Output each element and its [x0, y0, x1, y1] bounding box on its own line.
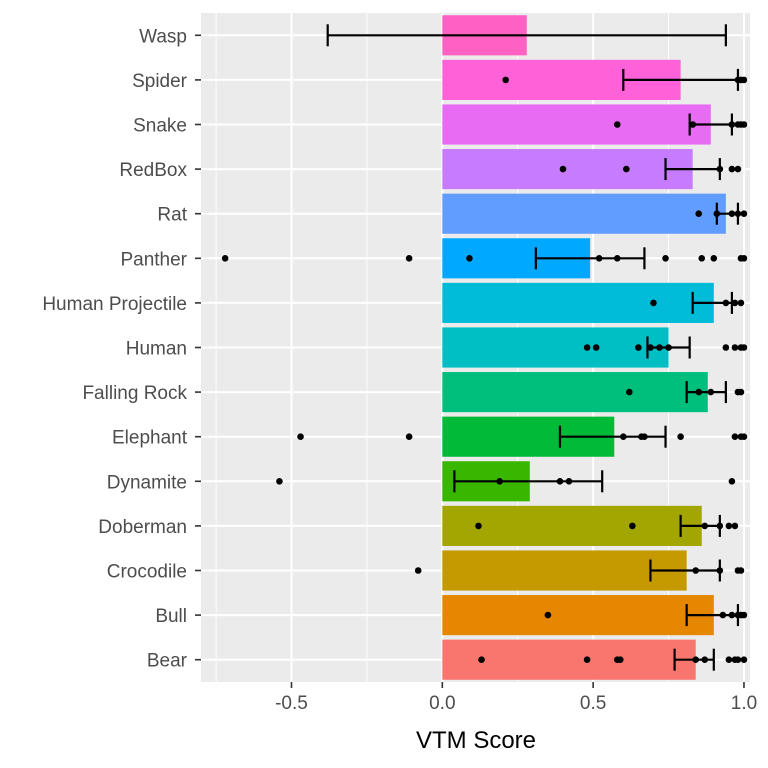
data-point [583, 344, 591, 351]
data-point [478, 656, 485, 663]
data-point [544, 611, 552, 619]
data-point [728, 478, 736, 485]
data-point [731, 522, 739, 530]
y-tick-label: Rat [157, 205, 187, 226]
y-tick-label: Dynamite [107, 472, 187, 493]
data-point [740, 121, 748, 128]
data-point [677, 433, 684, 441]
data-point [740, 611, 748, 619]
data-point [698, 254, 706, 262]
data-point [662, 254, 669, 262]
data-point [737, 299, 745, 307]
data-point [559, 165, 567, 173]
data-points [221, 76, 748, 663]
data-point [695, 210, 703, 217]
data-point [725, 656, 733, 663]
y-tick-label: Bear [147, 651, 188, 672]
data-point [276, 478, 283, 485]
x-tick-label: 0.5 [580, 693, 606, 714]
y-tick-label: RedBox [119, 160, 187, 181]
bar-rat [442, 193, 726, 234]
data-point [740, 254, 748, 262]
data-point [626, 388, 633, 396]
data-point [583, 656, 591, 663]
bar-human-projectile [442, 282, 714, 323]
y-tick-label: Wasp [139, 26, 187, 47]
data-point [592, 344, 600, 351]
y-tick-label: Human [126, 339, 187, 360]
data-point [728, 165, 736, 173]
error-bars [326, 24, 740, 671]
bar-snake [442, 104, 711, 145]
y-tick-label: Doberman [98, 517, 187, 538]
y-tick-label: Falling Rock [82, 383, 187, 404]
y-axis: Wasp Spider Snake RedBox Rat Panther Human Pro… [42, 26, 201, 672]
bar-falling-rock [442, 372, 708, 413]
data-point [405, 254, 413, 262]
data-point [414, 567, 422, 574]
x-tick-label: -0.5 [275, 693, 308, 714]
data-point [722, 344, 730, 351]
data-point [405, 433, 413, 441]
bar-crocodile [442, 550, 687, 591]
data-point [623, 165, 630, 173]
y-tick-label: Human Projectile [42, 294, 187, 315]
x-axis: -0.5 0.0 0.5 1.0 [275, 682, 757, 714]
data-point [475, 522, 482, 530]
bar-human [442, 327, 669, 368]
data-point [466, 254, 473, 262]
y-tick-label: Elephant [112, 428, 188, 449]
y-tick-label: Panther [120, 249, 187, 270]
x-axis-title: VTM Score [416, 727, 536, 754]
data-point [740, 76, 748, 84]
data-point [221, 254, 229, 262]
y-tick-label: Spider [132, 71, 188, 92]
data-point [740, 433, 748, 441]
x-tick-label: 0.0 [429, 693, 455, 714]
data-point [740, 344, 748, 351]
data-point [740, 210, 748, 217]
data-point [616, 656, 624, 663]
data-point [737, 388, 745, 396]
bar-doberman [442, 505, 702, 546]
data-point [502, 76, 509, 84]
data-point [297, 433, 304, 441]
y-tick-label: Bull [155, 606, 187, 627]
data-point [734, 165, 742, 173]
data-point [650, 299, 657, 307]
data-point [731, 433, 739, 441]
bar-redbox [442, 149, 693, 190]
data-point [725, 522, 733, 530]
data-point [740, 656, 748, 663]
data-point [731, 299, 739, 307]
data-point [734, 656, 742, 663]
data-point [629, 522, 636, 530]
y-tick-label: Snake [133, 116, 187, 137]
bars [442, 15, 726, 680]
data-point [710, 254, 718, 262]
bar-bull [442, 595, 714, 636]
x-tick-label: 1.0 [731, 693, 757, 714]
data-point [737, 567, 745, 574]
data-point [635, 344, 642, 351]
y-tick-label: Crocodile [107, 562, 187, 583]
data-point [613, 121, 621, 128]
data-point [731, 344, 739, 351]
